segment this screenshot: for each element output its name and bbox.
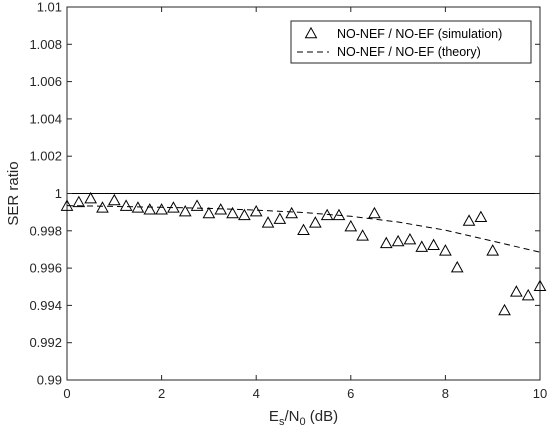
data-point-triangle bbox=[510, 285, 523, 297]
legend-box bbox=[290, 20, 532, 64]
data-point-triangle bbox=[320, 208, 334, 221]
data-point-triangle bbox=[533, 279, 547, 292]
y-axis-label: SER ratio bbox=[5, 161, 22, 225]
data-point-triangle bbox=[131, 201, 145, 213]
data-point-triangle bbox=[238, 208, 251, 221]
data-point-triangle bbox=[332, 208, 346, 221]
legend-entry-simulation: NO-NEF / NO-EF (simulation) bbox=[337, 27, 502, 41]
y-tick-label: 0.992 bbox=[29, 335, 62, 350]
y-tick-label: 0.996 bbox=[29, 261, 62, 276]
x-tick-label: 6 bbox=[347, 386, 354, 401]
x-axis-ticks: 0 2 4 6 8 10 bbox=[63, 7, 547, 401]
y-tick-label: 0.994 bbox=[29, 298, 62, 313]
data-point-triangle bbox=[226, 206, 239, 219]
data-point-triangle bbox=[427, 238, 440, 250]
data-point-triangle bbox=[155, 203, 168, 215]
data-point-triangle bbox=[202, 206, 216, 219]
data-point-triangle bbox=[391, 234, 405, 247]
data-point-triangle bbox=[474, 210, 488, 223]
data-point-triangle bbox=[84, 191, 97, 204]
data-point-triangle bbox=[96, 201, 109, 213]
data-point-triangle bbox=[190, 199, 204, 211]
series-theory-line bbox=[66, 205, 541, 253]
y-axis-ticks: 0.99 0.992 0.994 0.996 0.998 1 1.002 1.004 1.006… bbox=[29, 0, 540, 388]
data-point-triangle bbox=[249, 204, 263, 217]
data-point-triangle bbox=[462, 214, 476, 226]
x-axis-label: Es/N0 (dB) bbox=[269, 408, 338, 428]
y-tick-label: 0.99 bbox=[37, 373, 62, 388]
data-point-triangle bbox=[72, 195, 86, 208]
data-point-triangle bbox=[261, 216, 275, 228]
data-point-triangle bbox=[356, 229, 369, 241]
data-point-triangle bbox=[143, 203, 157, 215]
data-point-triangle bbox=[297, 223, 310, 236]
legend: NO-NEF / NO-EF (simulation) NO-NEF / NO-… bbox=[290, 20, 532, 64]
y-tick-label: 1.004 bbox=[29, 111, 62, 126]
data-point-triangle bbox=[107, 193, 121, 206]
data-point-triangle bbox=[521, 288, 535, 301]
y-tick-label: 1.008 bbox=[29, 37, 62, 52]
y-tick-label: 1 bbox=[55, 186, 62, 201]
x-tick-label: 10 bbox=[533, 386, 547, 401]
data-point-triangle bbox=[285, 206, 299, 219]
data-point-triangle bbox=[308, 216, 322, 228]
data-point-triangle bbox=[60, 199, 74, 211]
data-point-triangle bbox=[498, 303, 511, 316]
data-point-triangle bbox=[486, 244, 500, 256]
data-point-triangle bbox=[167, 201, 180, 213]
x-tick-label: 4 bbox=[253, 386, 260, 401]
data-point-triangle bbox=[273, 212, 287, 224]
data-point-triangle bbox=[344, 219, 358, 232]
data-point-triangle bbox=[403, 232, 417, 245]
x-axis-label-tail: (dB) bbox=[306, 408, 339, 425]
x-axis-label-base: E bbox=[269, 408, 279, 425]
x-tick-label: 8 bbox=[442, 386, 449, 401]
data-point-triangle bbox=[450, 260, 464, 273]
legend-triangle-icon bbox=[304, 26, 318, 39]
data-point-triangle bbox=[439, 244, 452, 256]
x-tick-label: 0 bbox=[63, 386, 70, 401]
data-point-triangle bbox=[415, 240, 429, 252]
y-tick-label: 0.998 bbox=[29, 223, 62, 238]
y-tick-label: 1.002 bbox=[29, 149, 62, 164]
x-axis-label-sub1: s bbox=[279, 416, 285, 428]
x-tick-label: 2 bbox=[158, 386, 165, 401]
data-point-triangle bbox=[368, 206, 381, 219]
data-point-triangle bbox=[178, 204, 192, 217]
series-simulation-markers bbox=[60, 191, 547, 316]
y-tick-label: 1.006 bbox=[29, 74, 62, 89]
legend-entry-theory: NO-NEF / NO-EF (theory) bbox=[337, 45, 481, 59]
y-tick-label: 1.01 bbox=[37, 0, 62, 15]
data-point-triangle bbox=[379, 236, 393, 249]
data-point-triangle bbox=[214, 203, 228, 215]
data-point-triangle bbox=[119, 199, 133, 211]
x-axis-label-sub2: 0 bbox=[299, 416, 305, 428]
x-axis-label-mid: /N bbox=[284, 408, 299, 425]
